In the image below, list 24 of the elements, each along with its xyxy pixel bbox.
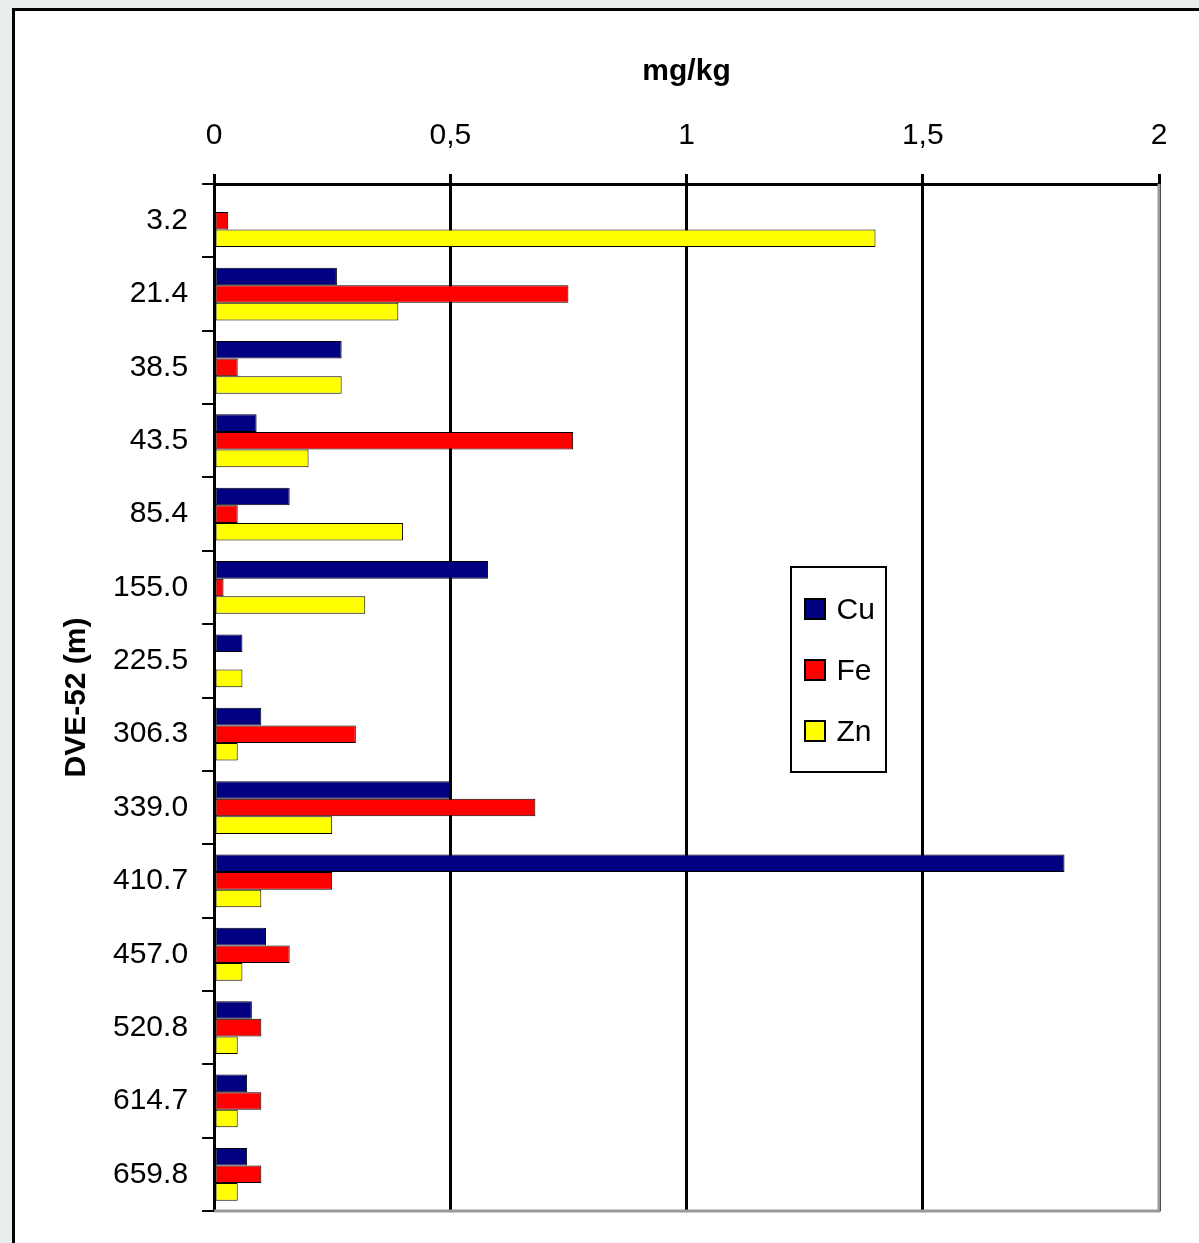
- x-tick-label: 1,5: [901, 117, 944, 151]
- y-tick-label: 410.7: [113, 862, 189, 896]
- y-tick-label: 43.5: [129, 422, 189, 456]
- y-axis-title: DVE-52 (m): [58, 617, 92, 778]
- x-tick-label: 0,5: [429, 117, 472, 151]
- x-tick-label: 0: [205, 117, 223, 151]
- y-tick-label: 38.5: [129, 348, 189, 382]
- y-tick-label: 520.8: [113, 1008, 189, 1042]
- y-tick-label: 659.8: [113, 1155, 189, 1189]
- y-tick-label: 339.0: [113, 788, 189, 822]
- legend-label: Cu: [836, 591, 875, 626]
- legend-label: Fe: [836, 652, 872, 687]
- y-tick-label: 3.2: [146, 201, 189, 235]
- legend-label: Zn: [836, 713, 872, 748]
- y-tick-label: 225.5: [113, 642, 189, 676]
- y-tick-label: 306.3: [113, 715, 189, 749]
- y-tick-label: 21.4: [129, 275, 189, 309]
- x-tick-label: 2: [1150, 117, 1168, 151]
- y-tick-label: 457.0: [113, 935, 189, 969]
- x-tick-label: 1: [678, 117, 695, 151]
- y-tick-label: 155.0: [113, 568, 189, 602]
- y-tick-label: 614.7: [113, 1082, 189, 1116]
- y-tick-label: 85.4: [129, 495, 189, 529]
- x-axis-title: mg/kg: [642, 53, 731, 87]
